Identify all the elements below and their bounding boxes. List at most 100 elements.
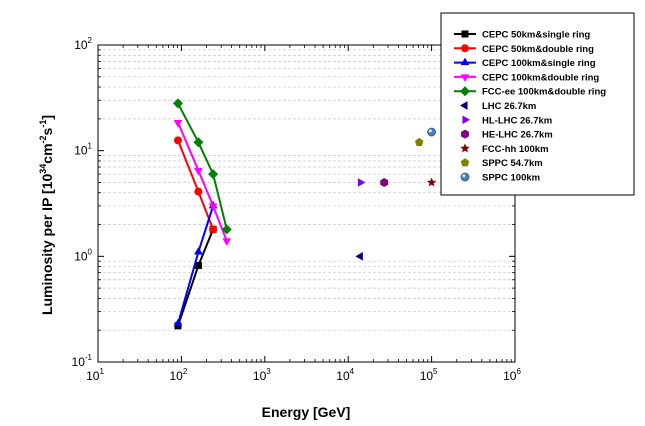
data-point: [208, 203, 218, 211]
y-axis-title: Luminosity per IP [1034cm-2s-1]: [38, 115, 55, 315]
tick-base: 10: [169, 369, 183, 383]
legend-marker: [460, 57, 470, 66]
tick-exponent: 6: [516, 367, 521, 376]
data-point: [414, 137, 424, 146]
legend-marker: [461, 129, 469, 139]
series-7: [380, 177, 389, 187]
y-axis-title-part: ]: [39, 115, 55, 120]
series-line: [177, 122, 228, 242]
data-point: [173, 136, 182, 145]
y-axis-title-sup: -1: [38, 120, 48, 128]
data-point: [194, 261, 202, 269]
tick-base: 10: [72, 355, 86, 369]
tick-exponent: -1: [85, 353, 93, 362]
x-axis-title: Energy [GeV]: [262, 404, 351, 420]
data-point: [194, 167, 203, 176]
data-point: [194, 187, 203, 196]
tick-exponent: 1: [88, 142, 93, 151]
legend-marker: [462, 115, 470, 125]
legend-marker: [461, 30, 469, 38]
data-point: [173, 318, 183, 327]
legend-label: SPPC 100km: [482, 173, 540, 184]
data-point: [193, 137, 204, 148]
y-axis-title-part: Luminosity per IP [10: [39, 174, 55, 316]
x-tick-label: 103: [253, 367, 271, 383]
tick-exponent: 0: [88, 247, 93, 256]
tick-base: 10: [503, 369, 517, 383]
legend-marker: [460, 74, 470, 82]
legend-marker-highlight: [462, 174, 466, 178]
y-axis-title-sup: 34: [38, 164, 48, 174]
legend-label: CEPC 100km&single ring: [482, 58, 596, 69]
legend-label: FCC-ee 100km&double ring: [482, 87, 606, 98]
series-line: [177, 140, 215, 230]
data-point: [221, 224, 232, 235]
series-10: [427, 127, 437, 137]
tick-exponent: 3: [266, 367, 271, 376]
legend-marker: [460, 172, 470, 182]
legend-entry: CEPC 50km&single ring: [454, 30, 590, 41]
legend-label: HL-LHC 26.7km: [482, 115, 552, 126]
tick-exponent: 2: [183, 367, 188, 376]
series-9: [414, 137, 424, 146]
y-tick-label: 101: [74, 142, 92, 158]
legend-entry: CEPC 100km&double ring: [454, 72, 599, 83]
y-axis-title-part: s: [39, 127, 55, 135]
tick-base: 10: [74, 249, 88, 263]
y-tick-label: 10-1: [72, 353, 93, 369]
series-3: [173, 119, 232, 246]
legend-label: CEPC 100km&double ring: [482, 72, 599, 83]
data-point: [380, 177, 389, 187]
legend-label: SPPC 54.7km: [482, 158, 543, 169]
data-point: [355, 252, 363, 261]
tick-base: 10: [420, 369, 434, 383]
legend-label: HE-LHC 26.7km: [482, 130, 553, 141]
series-8: [426, 177, 437, 187]
series-1: [173, 136, 218, 234]
x-tick-label: 102: [169, 367, 187, 383]
y-tick-label: 100: [74, 247, 92, 263]
tick-base: 10: [86, 369, 100, 383]
series-4: [172, 98, 232, 235]
data-point: [427, 127, 437, 137]
data-point: [426, 177, 437, 187]
legend: CEPC 50km&single ring CEPC 50km&double ri…: [440, 12, 635, 196]
legend-marker: [460, 158, 470, 167]
tick-exponent: 4: [350, 367, 355, 376]
legend-label: FCC-hh 100km: [482, 144, 549, 155]
plot-frame: [97, 44, 516, 363]
x-tick-label: 106: [503, 367, 521, 383]
data-point: [357, 178, 366, 187]
y-axis-title-part: cm: [39, 143, 55, 163]
legend-entry: FCC-hh 100km: [460, 143, 549, 155]
legend-entry: HE-LHC 26.7km: [461, 129, 553, 141]
legend-entry: FCC-ee 100km&double ring: [454, 86, 606, 98]
legend-entry: LHC 26.7km: [460, 101, 536, 112]
legend-label: CEPC 50km&double ring: [482, 44, 594, 55]
tick-base: 10: [253, 369, 267, 383]
legend-box: [440, 12, 635, 196]
y-axis-title-sup: -2: [38, 135, 48, 143]
data-point: [172, 98, 183, 109]
legend-entry: CEPC 50km&double ring: [454, 44, 594, 55]
tick-exponent: 5: [433, 367, 438, 376]
x-tick-label: 105: [420, 367, 438, 383]
data-point-highlight: [428, 129, 432, 133]
legend-marker: [461, 44, 469, 53]
data-point: [209, 225, 218, 234]
legend-marker: [460, 143, 470, 153]
legend-label: LHC 26.7km: [482, 101, 536, 112]
tick-exponent: 2: [88, 36, 93, 45]
series-6: [357, 178, 366, 187]
series-line: [177, 102, 228, 230]
data-point: [222, 238, 232, 246]
legend-entry: CEPC 100km&single ring: [454, 57, 596, 69]
data-point: [194, 246, 203, 255]
legend-entry: HL-LHC 26.7km: [462, 115, 552, 126]
x-tick-label: 101: [86, 367, 104, 383]
legend-marker: [460, 86, 470, 97]
tick-base: 10: [336, 369, 350, 383]
legend-marker: [460, 101, 468, 110]
